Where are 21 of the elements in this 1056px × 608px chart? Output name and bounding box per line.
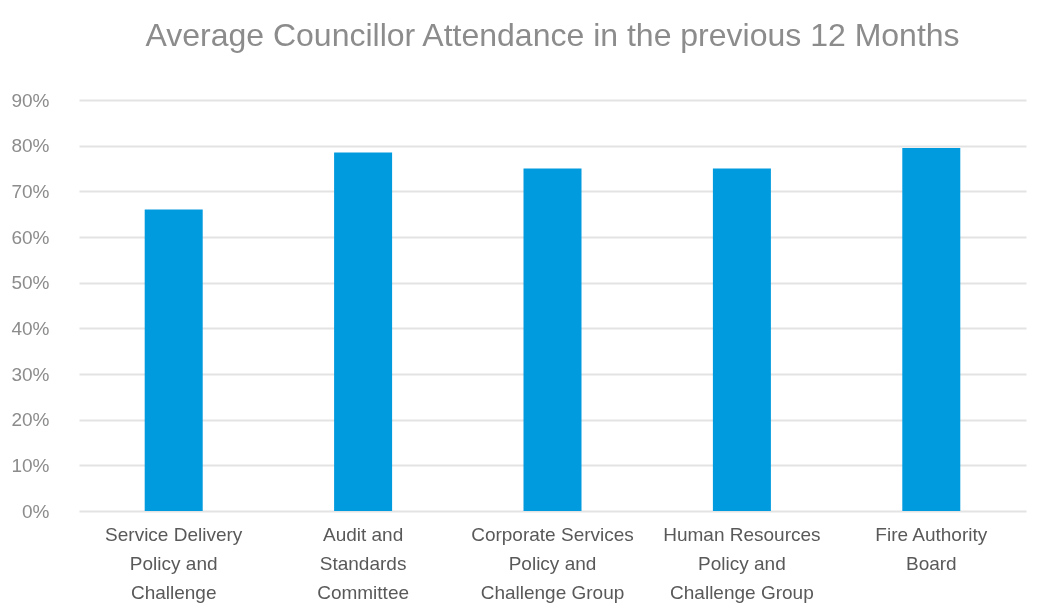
y-tick-label: 70% <box>11 180 50 202</box>
y-tick-label: 0% <box>22 500 50 522</box>
y-tick-label: 50% <box>11 272 50 294</box>
bar <box>334 152 393 511</box>
x-tick-label: Corporate Services Policy and Challenge Group <box>471 523 634 603</box>
y-tick-label: 80% <box>11 135 50 157</box>
y-tick-label: 10% <box>11 454 50 476</box>
y-tick-label: 20% <box>11 409 50 431</box>
bar <box>144 209 203 511</box>
y-tick-label: 30% <box>11 363 50 385</box>
x-tick-label: Human Resources Policy and Challenge Group <box>663 523 821 603</box>
y-tick-label: 40% <box>11 317 50 339</box>
chart-title: Average Councillor Attendance in the previous 12 Months <box>145 17 960 53</box>
x-tick-label: Audit and Standards Committee <box>317 523 410 603</box>
y-tick-label: 90% <box>11 89 50 111</box>
bar <box>712 168 771 511</box>
y-tick-label: 60% <box>11 226 50 248</box>
bar <box>902 147 961 511</box>
bar <box>523 168 582 511</box>
x-tick-label: Fire Authority Board <box>875 523 988 574</box>
x-tick-label: Service Delivery Policy and Challenge <box>105 523 243 603</box>
